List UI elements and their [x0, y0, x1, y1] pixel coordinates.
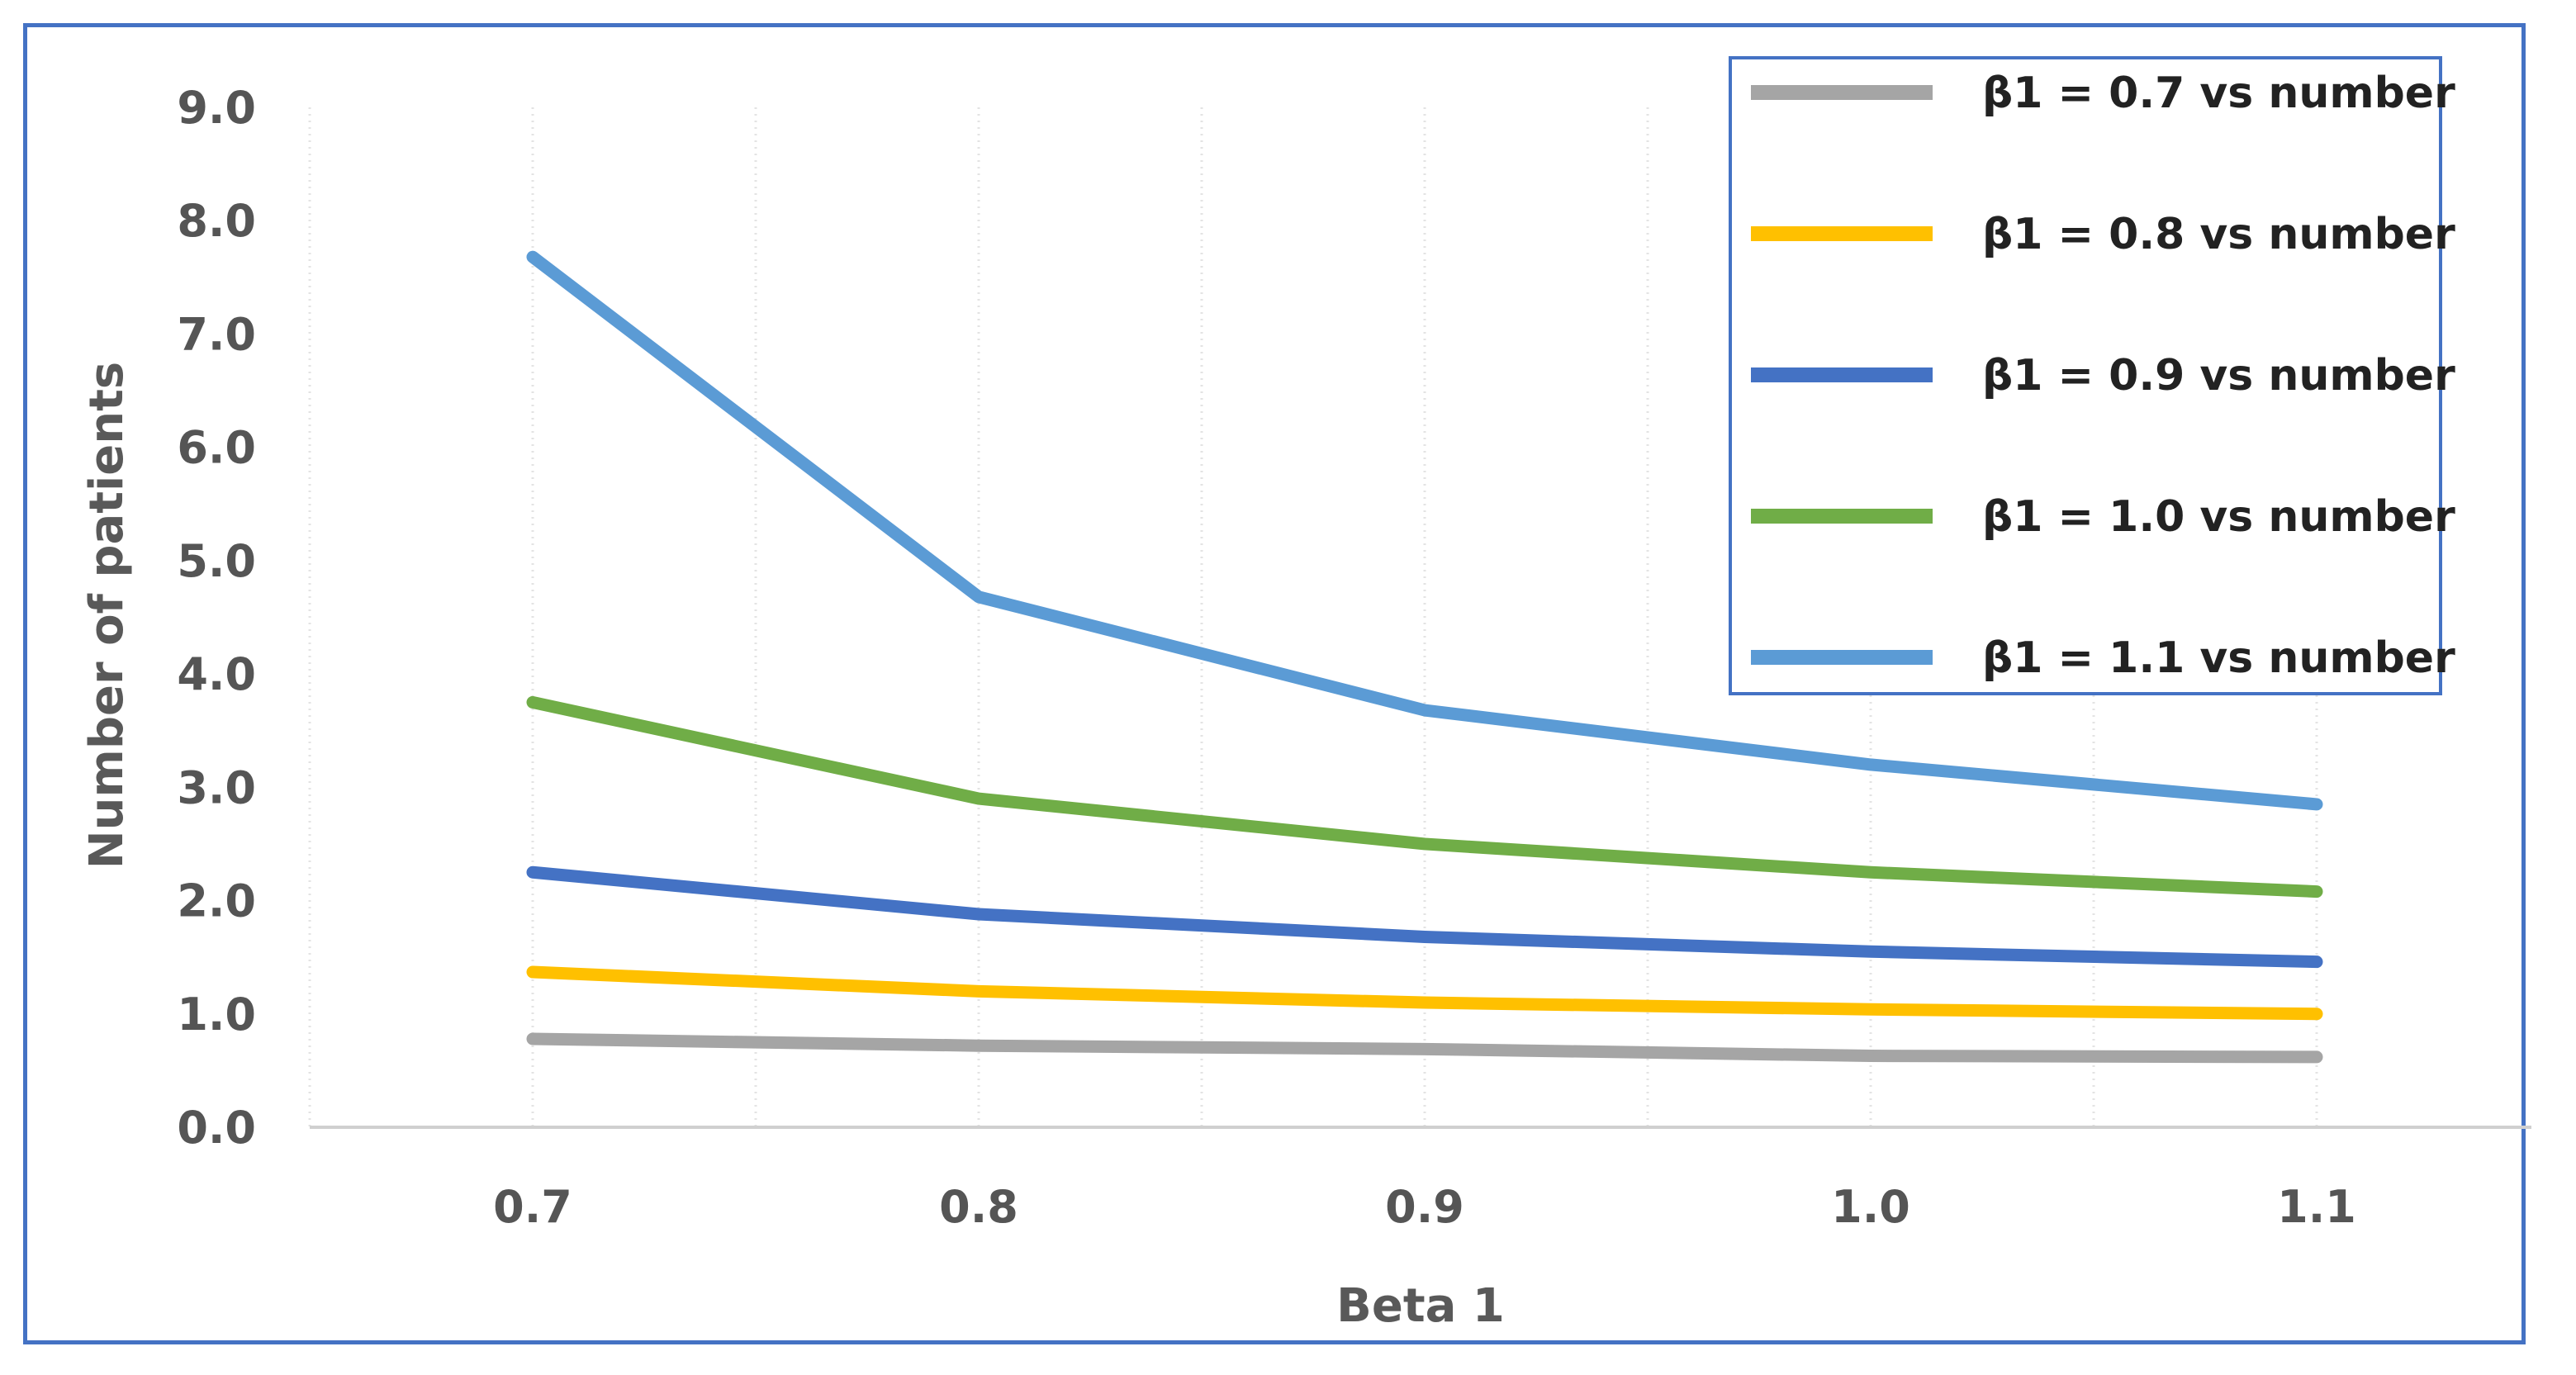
y-axis-title: Number of patients — [80, 362, 134, 869]
series-lines — [526, 250, 2323, 1064]
x-tick-label: 1.0 — [1831, 1181, 1910, 1233]
legend-label: β1 = 1.1 vs number — [1982, 633, 2455, 683]
legend-label: β1 = 0.9 vs number — [1982, 351, 2455, 401]
series-line-5 — [526, 250, 2323, 811]
x-tick-label: 0.8 — [939, 1181, 1018, 1233]
y-tick-label: 5.0 — [177, 535, 256, 587]
y-tick-label: 6.0 — [177, 422, 256, 474]
x-tick-label: 1.1 — [2277, 1181, 2356, 1233]
axes: 0.0 1.0 2.0 3.0 4.0 5.0 6.0 7.0 8.0 9.0 0.7 0.8 0.9 1… — [177, 82, 2531, 1233]
y-tick-label: 9.0 — [177, 82, 256, 134]
y-tick-label: 4.0 — [177, 648, 256, 700]
legend-label: β1 = 1.0 vs number — [1982, 492, 2455, 542]
y-tick-label: 8.0 — [177, 195, 256, 247]
series-line-1 — [526, 1032, 2323, 1064]
x-tick-label: 0.9 — [1385, 1181, 1464, 1233]
y-tick-label: 7.0 — [177, 308, 256, 360]
series-line-4 — [526, 695, 2323, 898]
series-line-2 — [526, 965, 2323, 1021]
x-axis-title: Beta 1 — [1336, 1279, 1505, 1333]
y-tick-label: 2.0 — [177, 875, 256, 927]
y-tick-label: 1.0 — [177, 989, 256, 1041]
y-tick-label: 0.0 — [177, 1102, 256, 1154]
legend-label: β1 = 0.8 vs number — [1982, 210, 2455, 259]
legend: β1 = 0.7 vs number β1 = 0.8 vs number β1 =… — [1729, 56, 2455, 695]
y-tick-label: 3.0 — [177, 761, 256, 813]
legend-label: β1 = 0.7 vs number — [1982, 69, 2455, 118]
series-line-3 — [526, 865, 2323, 969]
x-tick-label: 0.7 — [493, 1181, 572, 1233]
